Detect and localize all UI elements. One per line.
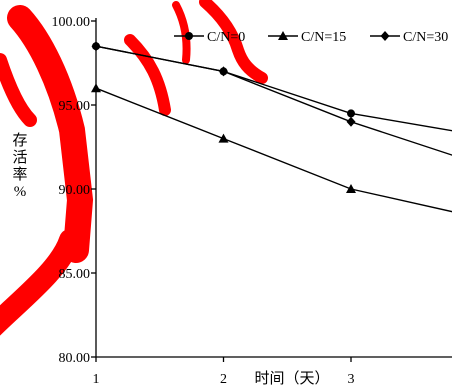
legend-item: C/N=0	[174, 30, 245, 45]
overlay-stroke	[124, 34, 171, 116]
series-line	[95, 45, 452, 156]
y-tick-label: 95.00	[59, 99, 91, 114]
data-point	[347, 109, 355, 118]
overlay-stroke	[7, 5, 94, 263]
legend-item: C/N=15	[268, 30, 346, 45]
legend: C/N=0 C/N=15 C/N=30	[174, 30, 448, 45]
series-line	[95, 87, 452, 213]
data-point	[346, 184, 356, 193]
legend-marker	[380, 31, 390, 41]
legend-marker	[185, 32, 193, 40]
x-axis-label: 时间（天）	[254, 370, 329, 387]
y-axis-label-char: 活	[12, 149, 27, 166]
x-tick-label: 3	[348, 372, 355, 387]
overlay-stroke	[172, 1, 191, 64]
data-point	[219, 66, 228, 77]
series-layer	[91, 41, 452, 213]
y-axis-label-char: %	[14, 184, 27, 200]
data-point	[91, 41, 101, 52]
legend-item: C/N=30	[370, 30, 448, 45]
overlay-stroke	[0, 229, 81, 336]
red-overlay-stroke	[0, 0, 268, 336]
y-axis-label-char: 率	[12, 166, 27, 183]
overlay-stroke	[199, 0, 268, 84]
data-point	[218, 133, 229, 143]
y-tick-label: 80.00	[59, 351, 91, 366]
axes: 80.00 85.00 90.00 95.00 100.00 1 2 3	[52, 15, 452, 387]
y-axis-label: 存活率%	[12, 132, 27, 200]
legend-marker	[278, 31, 288, 40]
y-tick-label: 85.00	[59, 267, 91, 282]
y-axis-label-char: 存	[12, 132, 27, 149]
data-point	[346, 116, 356, 127]
overlay-stroke	[0, 53, 37, 127]
legend-label: C/N=0	[207, 30, 245, 45]
y-tick-label: 100.00	[52, 15, 91, 30]
x-tick-label: 1	[93, 372, 100, 387]
legend-label: C/N=30	[403, 30, 448, 45]
series-diamond	[91, 41, 452, 156]
data-point	[91, 83, 101, 93]
x-tick-label: 2	[220, 372, 227, 387]
series-triangle	[91, 83, 452, 213]
y-tick-label: 90.00	[59, 183, 91, 198]
legend-label: C/N=15	[301, 30, 346, 45]
